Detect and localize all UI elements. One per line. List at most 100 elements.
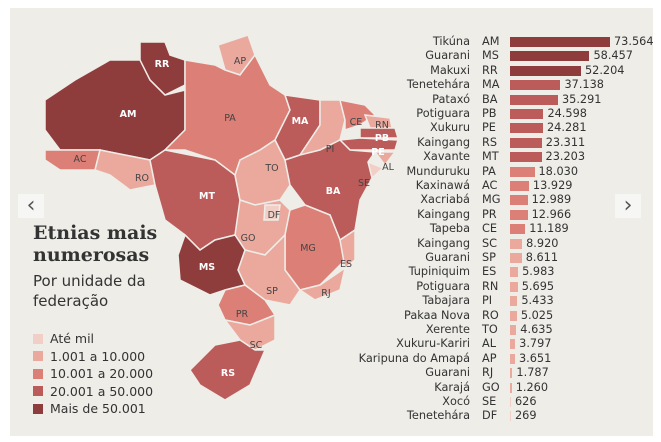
value-label: 24.281 [547,121,587,135]
ranking-row: Tupiniquim ES 5.983 [10,265,653,279]
bar [510,296,518,307]
bar [510,353,515,364]
ethnicity-name: Guarani [425,49,470,63]
value-label: 3.797 [519,337,552,351]
state-label: SE [358,178,370,189]
state-ce [338,99,377,132]
ethnicity-name: Xukuru-Kariri [396,337,470,351]
ranking-row: Munduruku PA 18.030 [10,165,653,179]
state-label: AL [382,162,394,173]
value-label: 24.598 [547,107,587,120]
uf-code: MA [482,78,500,92]
uf-code: GO [482,380,500,394]
ethnicity-name: Pataxó [432,92,470,106]
state-label: PA [224,113,236,124]
bar [510,281,518,292]
bar [510,253,522,263]
uf-code: PA [482,164,496,178]
bar [510,397,511,407]
value-label: 269 [515,409,537,423]
bar [510,166,535,177]
state-al [373,151,397,167]
value-label: 58.457 [593,49,633,63]
ranking-row: Xukuru PE 24.281 [10,121,653,135]
prev-button[interactable]: ‹ [18,194,44,218]
ranking-row: Kaingang RS 23.311 [10,136,653,150]
ethnicity-name: Potiguara [416,279,470,293]
next-button[interactable]: › [615,194,641,218]
ethnicity-name: Kaingang [417,135,470,149]
ranking-row: Tikúna AM 73.564 [10,35,654,49]
state-pb [359,127,400,139]
ethnicity-name: Potiguara [416,107,470,120]
uf-code: PR [482,207,497,221]
ethnicity-name: Makuxi [430,63,470,77]
value-label: 52.204 [584,63,625,77]
uf-code: RR [482,63,498,77]
state-label: RR [155,59,170,70]
uf-code: AL [482,337,497,351]
uf-code: AC [482,179,498,192]
state-label: GO [241,233,256,244]
ranking-row: Kaxinawá AC 13.929 [10,179,653,193]
ethnicity-name: Karajá [434,380,470,394]
bar [510,238,523,249]
uf-code: AM [482,35,500,48]
state-label: BA [326,186,341,197]
state-label: MA [292,116,309,127]
state-label: RN [375,120,389,131]
state-ba [284,139,377,242]
bar [510,411,511,422]
value-label: 3.651 [518,351,552,365]
state-label: MG [300,243,316,254]
state-label: ES [340,259,352,270]
bar [510,65,581,76]
value-label: 11.189 [529,222,569,236]
bar [510,123,543,134]
bar [510,209,528,220]
state-ms [177,233,247,296]
value-label: 4.635 [520,323,553,336]
uf-code: MS [482,49,499,63]
state-label: PB [375,133,389,144]
ethnicity-name: Xacriabá [420,193,470,207]
state-label: AP [234,56,246,67]
chart-subtitle: Por unidade da federação [33,272,146,310]
ethnicity-name: Tikúna [432,35,470,48]
ethnicity-name: Xocó [442,395,470,408]
ranking-row: Tabajara PI 5.433 [10,294,653,308]
ethnicity-name: Kaingang [417,236,470,250]
uf-code: MT [482,150,499,164]
legend-item: Mais de 50.001 [33,400,153,418]
uf-code: SP [482,251,496,264]
bar [510,382,512,393]
state-label: DF [268,210,281,221]
ethnicity-name: Xerente [425,323,470,336]
state-label: PE [371,147,384,158]
ranking-row: Xerente TO 4.635 [10,323,653,337]
value-label: 73.564 [614,35,654,48]
uf-code: SE [482,395,497,408]
ranking-row: Pataxó BA 35.291 [10,93,653,107]
state-label: CE [350,117,363,128]
uf-code: SC [482,236,498,250]
value-label: 37.138 [564,78,604,92]
state-rj [298,266,347,301]
state-label: RO [135,173,149,184]
uf-code: DF [482,409,498,423]
state-label: AC [74,154,87,165]
value-label: 5.433 [521,294,554,308]
ranking-row: Kaingang SC 8.920 [10,237,653,251]
ranking-row: Potiguara RN 5.695 [10,280,653,294]
bar [510,152,542,163]
uf-code: PI [482,294,493,308]
bar [510,368,513,379]
value-label: 35.291 [561,92,602,106]
ethnicity-name: Kaxinawá [415,179,470,192]
chart-title: Etnias mais numerosas [33,222,158,266]
bar [510,137,542,148]
state-label: AM [120,109,137,120]
value-label: 23.203 [545,150,586,164]
ethnicity-name: Pakaa Nova [404,308,470,322]
bar [510,267,519,278]
